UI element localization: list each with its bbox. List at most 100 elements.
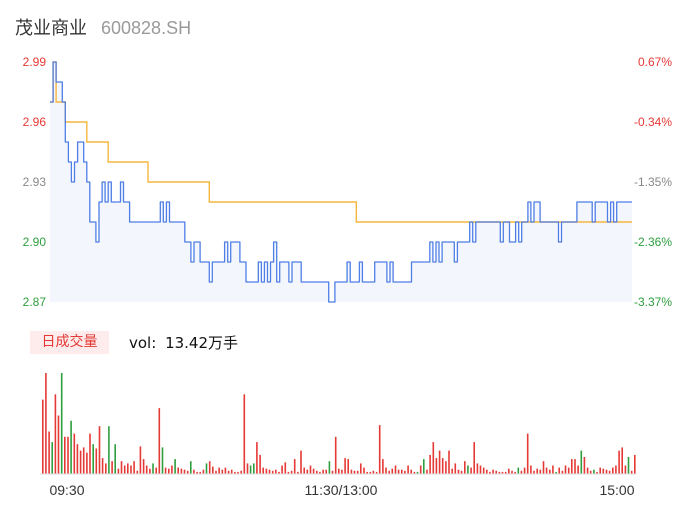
volume-bar	[221, 469, 224, 474]
volume-bar	[549, 469, 551, 474]
volume-bar	[205, 463, 208, 474]
volume-bar	[237, 471, 239, 474]
volume-bar	[545, 467, 548, 474]
volume-bar	[382, 459, 384, 474]
volume-bar	[319, 471, 321, 474]
volume-readout: vol: 13.42万手	[129, 332, 238, 353]
volume-bar	[356, 470, 359, 474]
volume-bar	[363, 467, 365, 474]
volume-bar	[489, 471, 491, 474]
volume-bar	[325, 469, 327, 474]
volume-bar	[353, 470, 356, 474]
volume-bar	[287, 471, 290, 474]
volume-bar	[230, 469, 233, 474]
volume-bar	[438, 450, 441, 474]
volume-bar	[407, 465, 409, 474]
price-axis-label: 2.87	[23, 295, 47, 309]
volume-bar	[196, 471, 198, 474]
volume-bar	[473, 442, 475, 474]
volume-bar	[174, 459, 176, 474]
volume-bar	[612, 467, 614, 474]
volume-bar	[410, 469, 412, 474]
price-area-fill	[50, 62, 632, 302]
volume-bar	[98, 426, 101, 474]
volume-bar	[432, 442, 435, 474]
volume-bar	[608, 470, 611, 474]
volume-bar	[316, 470, 318, 474]
volume-bar	[171, 465, 173, 474]
volume-bar	[278, 471, 280, 474]
volume-bar	[388, 470, 390, 474]
volume-bar	[366, 471, 368, 474]
volume-bar	[448, 450, 450, 474]
volume-bar	[265, 468, 268, 474]
volume-bar	[429, 454, 431, 474]
volume-bar	[435, 458, 438, 474]
volume-bar	[328, 461, 331, 474]
volume-bar	[130, 465, 132, 474]
volume-bar	[271, 470, 274, 474]
volume-bar	[190, 461, 192, 474]
volume-bar	[470, 467, 472, 474]
volume-bar	[139, 446, 142, 474]
volume-bar	[517, 467, 520, 474]
price-line	[50, 61, 632, 303]
volume-bar	[533, 470, 535, 474]
volume-bar	[460, 470, 463, 474]
volume-bar	[108, 426, 110, 474]
volume-bar	[67, 436, 69, 474]
volume-bar	[142, 459, 145, 474]
volume-bar	[593, 469, 595, 474]
volume-bar	[249, 465, 252, 474]
volume-bar	[281, 465, 283, 474]
volume-bar	[621, 447, 623, 474]
volume-bar	[341, 469, 343, 474]
avg-price-line	[50, 61, 632, 223]
volume-bar	[344, 458, 346, 474]
volume-bar	[145, 465, 148, 474]
stock-code: 600828.SH	[101, 18, 192, 38]
volume-bar	[193, 469, 195, 474]
volume-bar	[127, 463, 129, 474]
volume-bar	[300, 450, 302, 474]
volume-bar	[284, 462, 287, 474]
volume-bar	[114, 444, 116, 474]
volume-bar	[511, 470, 513, 474]
volume-bar	[64, 436, 66, 474]
volume-bar	[202, 469, 205, 474]
volume-bar	[334, 436, 337, 474]
volume-bar	[404, 470, 406, 474]
volume-bar	[571, 459, 573, 474]
volume-bar	[70, 420, 72, 474]
volume-bar	[492, 469, 494, 474]
daily-volume-tab[interactable]: 日成交量	[30, 331, 109, 354]
volume-bar	[555, 471, 557, 474]
volume-bar	[508, 468, 510, 474]
volume-bar	[322, 469, 324, 474]
volume-bar	[454, 463, 457, 474]
volume-bar	[558, 467, 560, 474]
volume-bar	[482, 467, 485, 474]
volume-bar	[457, 469, 460, 474]
volume-bar	[161, 447, 164, 474]
volume-bar	[586, 467, 589, 474]
volume-bar	[57, 415, 60, 474]
volume-bar	[583, 457, 586, 474]
volume-bar	[419, 465, 422, 474]
volume-bar	[275, 469, 277, 474]
volume-bar	[504, 471, 507, 474]
volume-bar	[306, 469, 309, 474]
percent-axis-label: -2.36%	[634, 235, 672, 249]
volume-bar	[564, 465, 567, 474]
volume-bar	[624, 465, 627, 474]
volume-bar	[73, 433, 76, 474]
volume-bar	[338, 468, 340, 474]
volume-bar	[599, 467, 601, 474]
volume-bar	[297, 471, 299, 474]
volume-bar	[186, 470, 189, 474]
volume-bar	[331, 470, 334, 474]
volume-bar	[369, 471, 372, 474]
volume-bar	[224, 467, 227, 474]
volume-bar	[416, 471, 419, 474]
